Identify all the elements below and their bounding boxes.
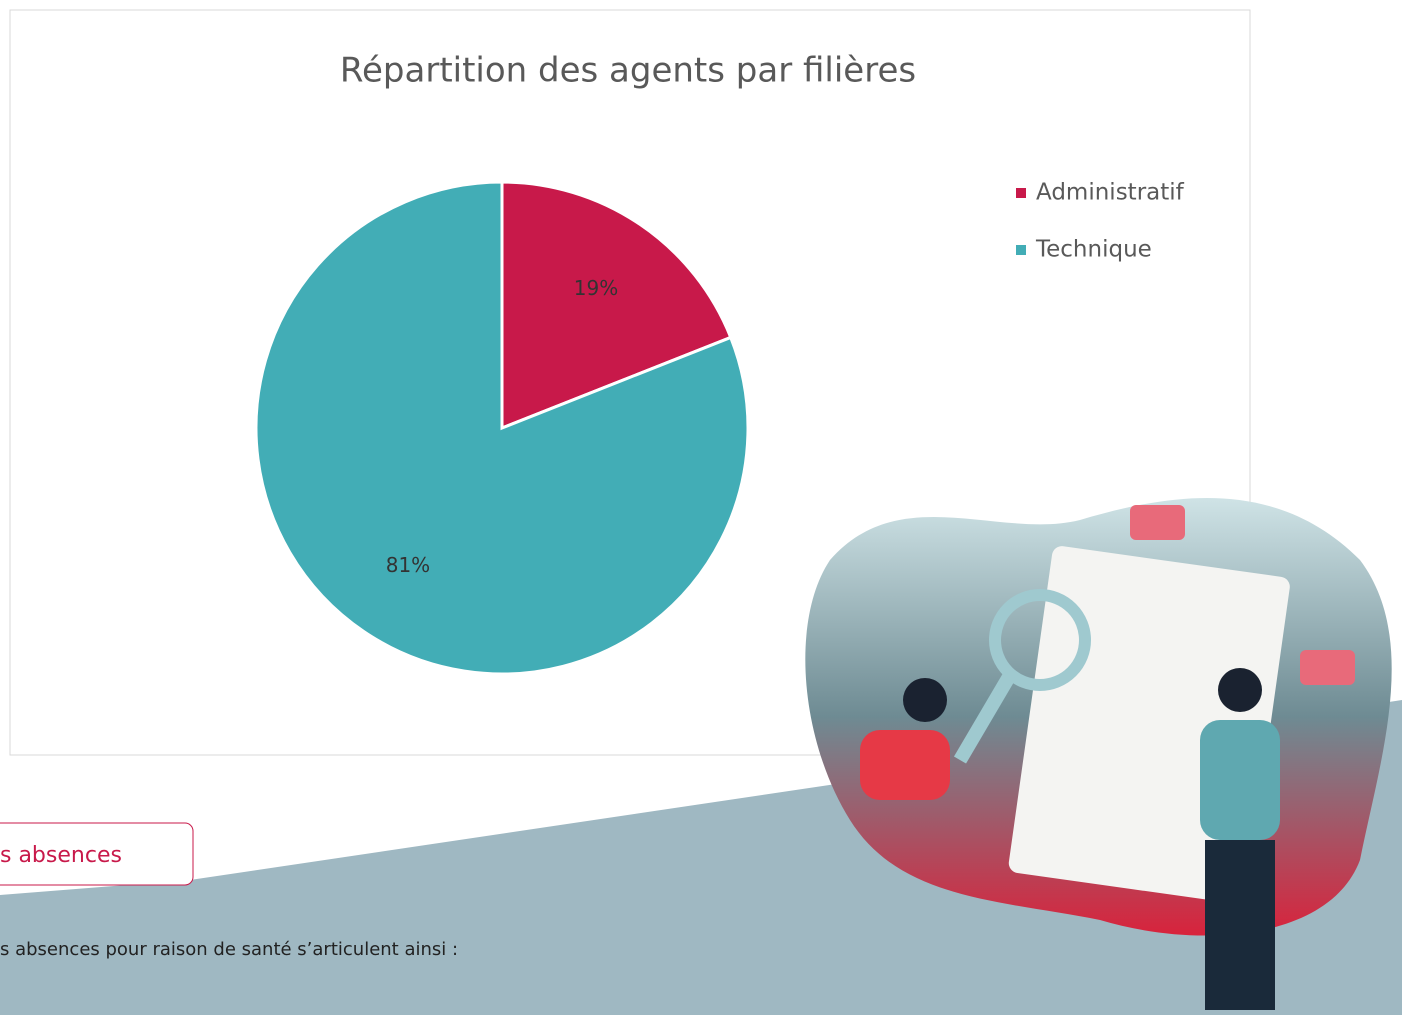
canvas: 19% 81% Administratif Technique s absences … — [0, 0, 1402, 1015]
person-left — [860, 730, 950, 800]
page: {"chart_data": {"type": "pie", "title": … — [0, 0, 1402, 1015]
legend-marker — [1016, 245, 1026, 255]
person-right — [1200, 720, 1280, 840]
data-label: 81% — [386, 553, 430, 577]
section-text: s absences pour raison de santé s’articu… — [0, 939, 458, 960]
html-tag — [1300, 650, 1355, 685]
person-left-head — [903, 678, 947, 722]
chart-title: Répartition des agents par filières — [340, 51, 916, 91]
legend-label: Administratif — [1036, 180, 1185, 206]
section-button-label[interactable]: s absences — [0, 843, 122, 868]
legend-marker — [1016, 188, 1026, 198]
data-label: 19% — [574, 276, 618, 300]
legend-label: Technique — [1035, 237, 1152, 263]
person-right-legs — [1205, 840, 1275, 1010]
code-tag — [1130, 505, 1185, 540]
person-right-head — [1218, 668, 1262, 712]
